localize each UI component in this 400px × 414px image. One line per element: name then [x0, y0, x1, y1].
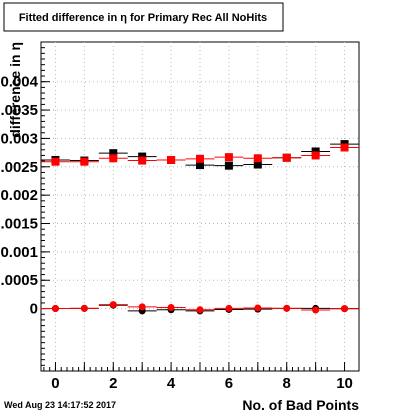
y-tick-label: 0.004 — [0, 74, 38, 91]
y-tick-label: 0 — [30, 301, 38, 318]
circle-marker — [167, 303, 175, 311]
data-markers — [41, 140, 359, 315]
y-tick-label: 0.0025 — [0, 159, 38, 176]
square-marker — [282, 153, 291, 162]
square-marker — [80, 157, 89, 166]
circle-marker — [51, 305, 59, 313]
square-marker — [196, 154, 204, 163]
square-marker — [109, 154, 118, 163]
circle-marker — [312, 306, 320, 314]
square-marker — [340, 143, 349, 152]
y-tick-label: 0.0035 — [0, 102, 38, 119]
y-axis-ticks: 0 0.0005 0.001 0.0015 0.002 0.0025 0.003 0.0035… — [0, 41, 50, 366]
circle-marker — [80, 304, 88, 312]
square-marker — [138, 156, 147, 165]
square-marker — [224, 153, 233, 162]
x-tick-label: 4 — [167, 375, 176, 392]
x-axis-title: No. of Bad Points — [242, 397, 359, 413]
y-tick-label: 0.001 — [0, 244, 38, 261]
y-tick-label: 0.003 — [0, 130, 38, 147]
circle-marker — [138, 303, 146, 311]
y-axis-title: difference in η — [7, 42, 23, 138]
x-axis-ticks: 0 2 4 6 8 10 — [43, 362, 353, 392]
circle-marker — [225, 304, 233, 312]
x-tick-label: 6 — [225, 375, 233, 392]
square-marker — [167, 155, 176, 164]
y-tick-label: 0.0005 — [0, 272, 38, 289]
y-tick-label: 0.002 — [0, 187, 38, 204]
square-marker — [51, 157, 60, 166]
square-marker — [311, 151, 320, 160]
circle-marker — [254, 304, 262, 312]
timestamp: Wed Aug 23 14:17:52 2017 — [4, 400, 116, 410]
circle-marker — [341, 305, 349, 313]
circle-marker — [196, 306, 204, 314]
x-tick-label: 2 — [109, 375, 117, 392]
y-tick-label: 0.0015 — [0, 216, 38, 233]
x-tick-label: 10 — [336, 375, 353, 392]
square-marker — [253, 160, 262, 169]
square-marker — [196, 161, 204, 170]
title-box: Fitted difference in η for Primary Rec A… — [3, 2, 284, 32]
square-marker — [109, 149, 118, 158]
circle-marker — [283, 304, 291, 312]
square-marker — [253, 154, 262, 163]
circle-marker — [109, 301, 117, 309]
x-tick-label: 8 — [283, 375, 291, 392]
chart-title: Fitted difference in η for Primary Rec A… — [19, 12, 267, 24]
title-frame — [3, 2, 284, 32]
x-tick-label: 0 — [51, 375, 59, 392]
square-marker — [224, 161, 233, 170]
